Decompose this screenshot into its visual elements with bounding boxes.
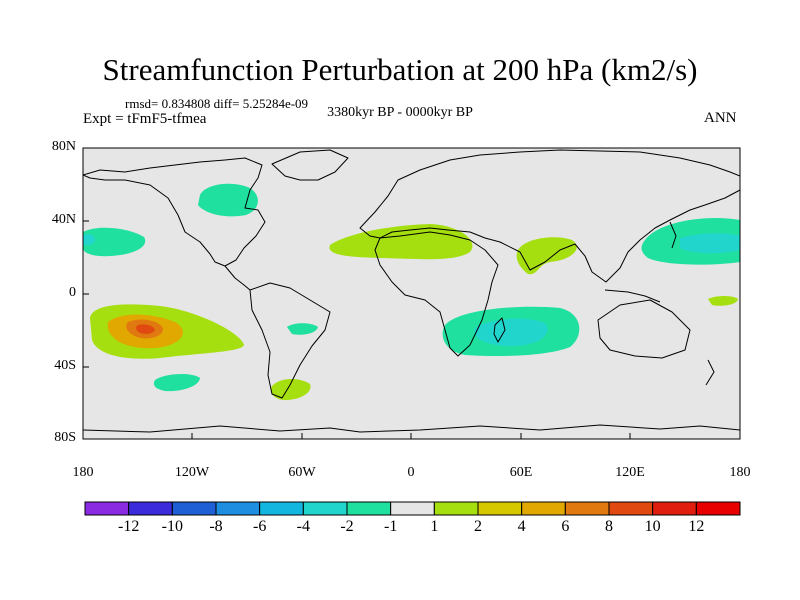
colorbar-swatch [390, 501, 435, 516]
coastline-central-america [224, 265, 251, 291]
contour-north-pacific-negative-west-core [83, 234, 96, 246]
coastline-eurasia [359, 149, 740, 283]
season-label: ANN [704, 110, 737, 126]
colorbar-swatch [433, 501, 479, 516]
colorbar-swatch [521, 501, 566, 516]
map-background [83, 148, 740, 439]
contour-south-pacific-negative-small [287, 323, 318, 335]
contour-south-pacific-peak [135, 324, 155, 334]
contour-south-indian-negative-core [474, 318, 548, 347]
colorbar-swatch [215, 501, 261, 516]
colorbar-swatch [84, 501, 130, 516]
coastline-africa [374, 231, 499, 357]
coastline-madagascar [493, 317, 506, 343]
contour-southeast-pacific-negative [153, 374, 200, 392]
rmsd-stats: rmsd= 0.834808 diff= 5.25284e-09 [125, 96, 309, 111]
coastlines [83, 149, 740, 433]
lon-label-60w: 60W [288, 465, 316, 480]
colorbar-swatch [695, 501, 741, 516]
lat-label-40s: 40S [54, 358, 76, 373]
experiment-label: Expt = tFmF5-tfmea [83, 111, 207, 127]
map-title: Streamfunction Perturbation at 200 hPa (… [102, 52, 698, 87]
lat-label-80s: 80S [54, 430, 76, 445]
colorbar-label: 8 [605, 518, 613, 535]
contour-north-america-negative [198, 183, 258, 217]
contour-west-pacific-positive [708, 296, 738, 306]
coastline-south-america [249, 282, 331, 399]
coastline-new-zealand [705, 359, 715, 386]
colorbar-swatch [564, 501, 610, 516]
lon-label-180e: 180 [729, 465, 751, 480]
colorbar-label: 1 [430, 518, 439, 535]
colorbar-label: -12 [117, 518, 140, 535]
coastline-japan [669, 221, 677, 249]
coastline-north-america [83, 157, 266, 267]
colorbar-label: 12 [688, 518, 705, 535]
coastline-indonesia [604, 289, 661, 303]
contour-north-pacific-negative-east-core [680, 233, 740, 254]
colorbar-label: -6 [252, 518, 267, 535]
time-period-label: 3380kyr BP - 0000kyr BP [327, 105, 473, 120]
lon-label-180w: 180 [72, 465, 94, 480]
colorbar-label: -10 [161, 518, 183, 535]
colorbar-swatch [652, 501, 697, 516]
lat-label-80n: 80N [51, 139, 76, 154]
lon-label-120w: 120W [174, 465, 210, 480]
colorbar-label: 2 [474, 518, 482, 535]
coastline-greenland [271, 149, 349, 181]
colorbar-label: 10 [644, 518, 661, 535]
colorbar-swatch [346, 501, 392, 516]
lon-label-0: 0 [407, 465, 415, 480]
colorbar-label: 4 [517, 518, 526, 535]
contour-india-positive [516, 237, 577, 275]
lon-label-60e: 60E [509, 465, 533, 480]
axis-ticks [82, 147, 741, 440]
colorbar-label: -1 [383, 518, 398, 535]
colorbar-swatch [259, 501, 304, 516]
colorbar-label: -8 [209, 518, 223, 535]
colorbar-swatch [171, 501, 217, 516]
colorbar-swatch [128, 501, 173, 516]
colorbar-label: 6 [561, 518, 570, 535]
contour-patagonia-positive [270, 378, 311, 401]
coastline-antarctica [83, 424, 740, 433]
contour-north-pacific-negative-west [83, 227, 146, 257]
coastline-australia [597, 299, 691, 359]
colorbar-label: -2 [340, 518, 354, 535]
colorbar-label: -4 [296, 518, 310, 535]
colorbar-swatch [608, 501, 654, 516]
lat-label-40n: 40N [51, 212, 76, 227]
colorbar-swatch [302, 501, 348, 516]
lon-label-120e: 120E [615, 465, 645, 480]
lat-label-0: 0 [69, 285, 76, 300]
colorbar-swatch [477, 501, 523, 516]
